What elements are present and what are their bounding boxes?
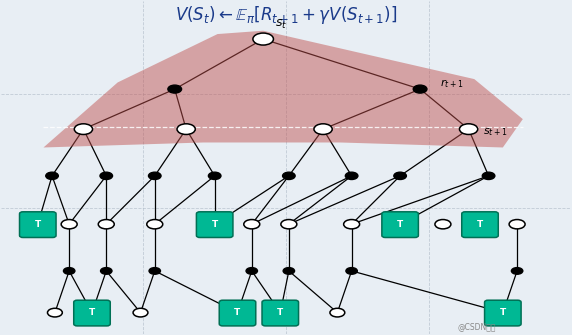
Text: T: T: [500, 308, 506, 317]
FancyBboxPatch shape: [219, 300, 256, 326]
Circle shape: [74, 124, 93, 134]
Circle shape: [168, 85, 181, 93]
Circle shape: [281, 219, 297, 229]
Text: $V(S_t) \leftarrow \mathbb{E}_{\pi}[R_{t+1} + \gamma V(S_{t+1})]$: $V(S_t) \leftarrow \mathbb{E}_{\pi}[R_{t…: [175, 4, 397, 26]
Text: $s_{t+1}$: $s_{t+1}$: [483, 127, 507, 138]
FancyBboxPatch shape: [196, 212, 233, 238]
Circle shape: [413, 85, 427, 93]
Text: $s_t$: $s_t$: [275, 18, 287, 31]
Circle shape: [46, 172, 58, 180]
Circle shape: [283, 172, 295, 180]
Circle shape: [208, 172, 221, 180]
Text: T: T: [235, 308, 241, 317]
Text: T: T: [477, 220, 483, 229]
Circle shape: [63, 268, 75, 274]
Circle shape: [330, 308, 345, 317]
Circle shape: [283, 268, 295, 274]
FancyBboxPatch shape: [262, 300, 299, 326]
Circle shape: [435, 219, 451, 229]
Circle shape: [147, 219, 163, 229]
Circle shape: [344, 219, 360, 229]
Circle shape: [133, 308, 148, 317]
Circle shape: [511, 268, 523, 274]
FancyBboxPatch shape: [19, 212, 56, 238]
FancyBboxPatch shape: [462, 212, 498, 238]
FancyBboxPatch shape: [74, 300, 110, 326]
Circle shape: [149, 172, 161, 180]
Circle shape: [253, 33, 273, 45]
Text: T: T: [35, 220, 41, 229]
Circle shape: [47, 308, 62, 317]
Circle shape: [345, 172, 358, 180]
Circle shape: [459, 124, 478, 134]
Circle shape: [101, 268, 112, 274]
Text: @CSDN博客: @CSDN博客: [457, 322, 496, 331]
Polygon shape: [43, 31, 523, 147]
Circle shape: [394, 172, 406, 180]
Circle shape: [149, 268, 161, 274]
Text: T: T: [277, 308, 283, 317]
Circle shape: [61, 219, 77, 229]
Circle shape: [346, 268, 358, 274]
Circle shape: [509, 219, 525, 229]
Circle shape: [98, 219, 114, 229]
Circle shape: [100, 172, 113, 180]
Circle shape: [246, 268, 257, 274]
Circle shape: [314, 124, 332, 134]
Text: $r_{t+1}$: $r_{t+1}$: [440, 78, 463, 90]
Text: T: T: [397, 220, 403, 229]
Text: T: T: [89, 308, 95, 317]
Text: T: T: [212, 220, 218, 229]
Circle shape: [177, 124, 195, 134]
FancyBboxPatch shape: [382, 212, 418, 238]
Circle shape: [482, 172, 495, 180]
FancyBboxPatch shape: [484, 300, 521, 326]
Circle shape: [244, 219, 260, 229]
